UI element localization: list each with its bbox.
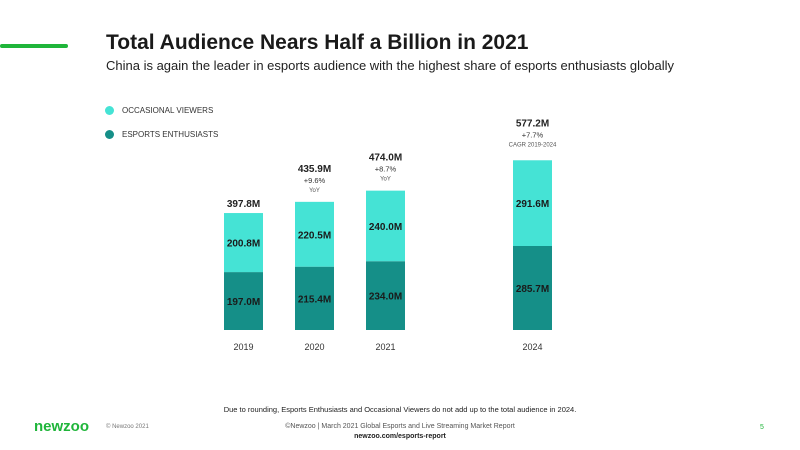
page-title: Total Audience Nears Half a Billion in 2… [106,31,529,54]
legend-label: ESPORTS ENTHUSIASTS [122,130,219,139]
bar-segment [295,266,334,330]
bar-segment [366,190,405,262]
growth-note: YoY [380,177,391,183]
legend-enthusiasts: ESPORTS ENTHUSIASTS [105,130,218,139]
total-label: 397.8M [227,199,260,210]
footnote: Due to rounding, Esports Enthusiasts and… [223,405,577,414]
growth-note: YoY [309,188,320,194]
bar-segment [224,213,263,273]
legend-swatch [105,106,114,115]
report-link[interactable]: newzoo.com/esports-report [354,433,446,440]
growth-label: +7.7% [522,130,544,139]
data-label: 234.0M [369,292,402,303]
newzoo-logo: newzoo [34,418,89,435]
page-subtitle: China is again the leader in esports aud… [106,58,675,73]
total-label: 577.2M [516,118,549,129]
bar-segment [513,246,552,330]
legend-swatch [105,130,114,139]
accent-bar [0,44,68,48]
stacked-bar-chart: 197.0M 200.8M 397.8M 2019 215.4M 220.5M 435.9M… [224,118,557,352]
source: ©Newzoo | March 2021 Global Esports and … [285,423,515,430]
bar-segment [295,201,334,267]
page-number: 5 [760,424,764,431]
bar-segment [513,160,552,247]
data-label: 220.5M [298,230,331,241]
copyright: © Newzoo 2021 [106,424,149,430]
legend-occasional: OCCASIONAL VIEWERS [105,106,213,115]
data-label: 215.4M [298,294,331,305]
data-label: 200.8M [227,239,260,250]
x-tick-label: 2020 [304,342,324,352]
bar-segment [224,272,263,330]
x-tick-label: 2019 [233,342,253,352]
data-label: 240.0M [369,222,402,233]
data-label: 197.0M [227,297,260,308]
total-label: 474.0M [369,153,402,164]
total-label: 435.9M [298,164,331,175]
data-label: 285.7M [516,284,549,295]
legend-label: OCCASIONAL VIEWERS [122,106,214,115]
growth-label: +8.7% [375,165,397,174]
growth-label: +9.6% [304,176,326,185]
x-tick-label: 2021 [375,342,395,352]
bar-segment [366,261,405,330]
growth-note: CAGR 2019-2024 [509,142,557,148]
x-tick-label: 2024 [522,342,542,352]
data-label: 291.6M [516,199,549,210]
